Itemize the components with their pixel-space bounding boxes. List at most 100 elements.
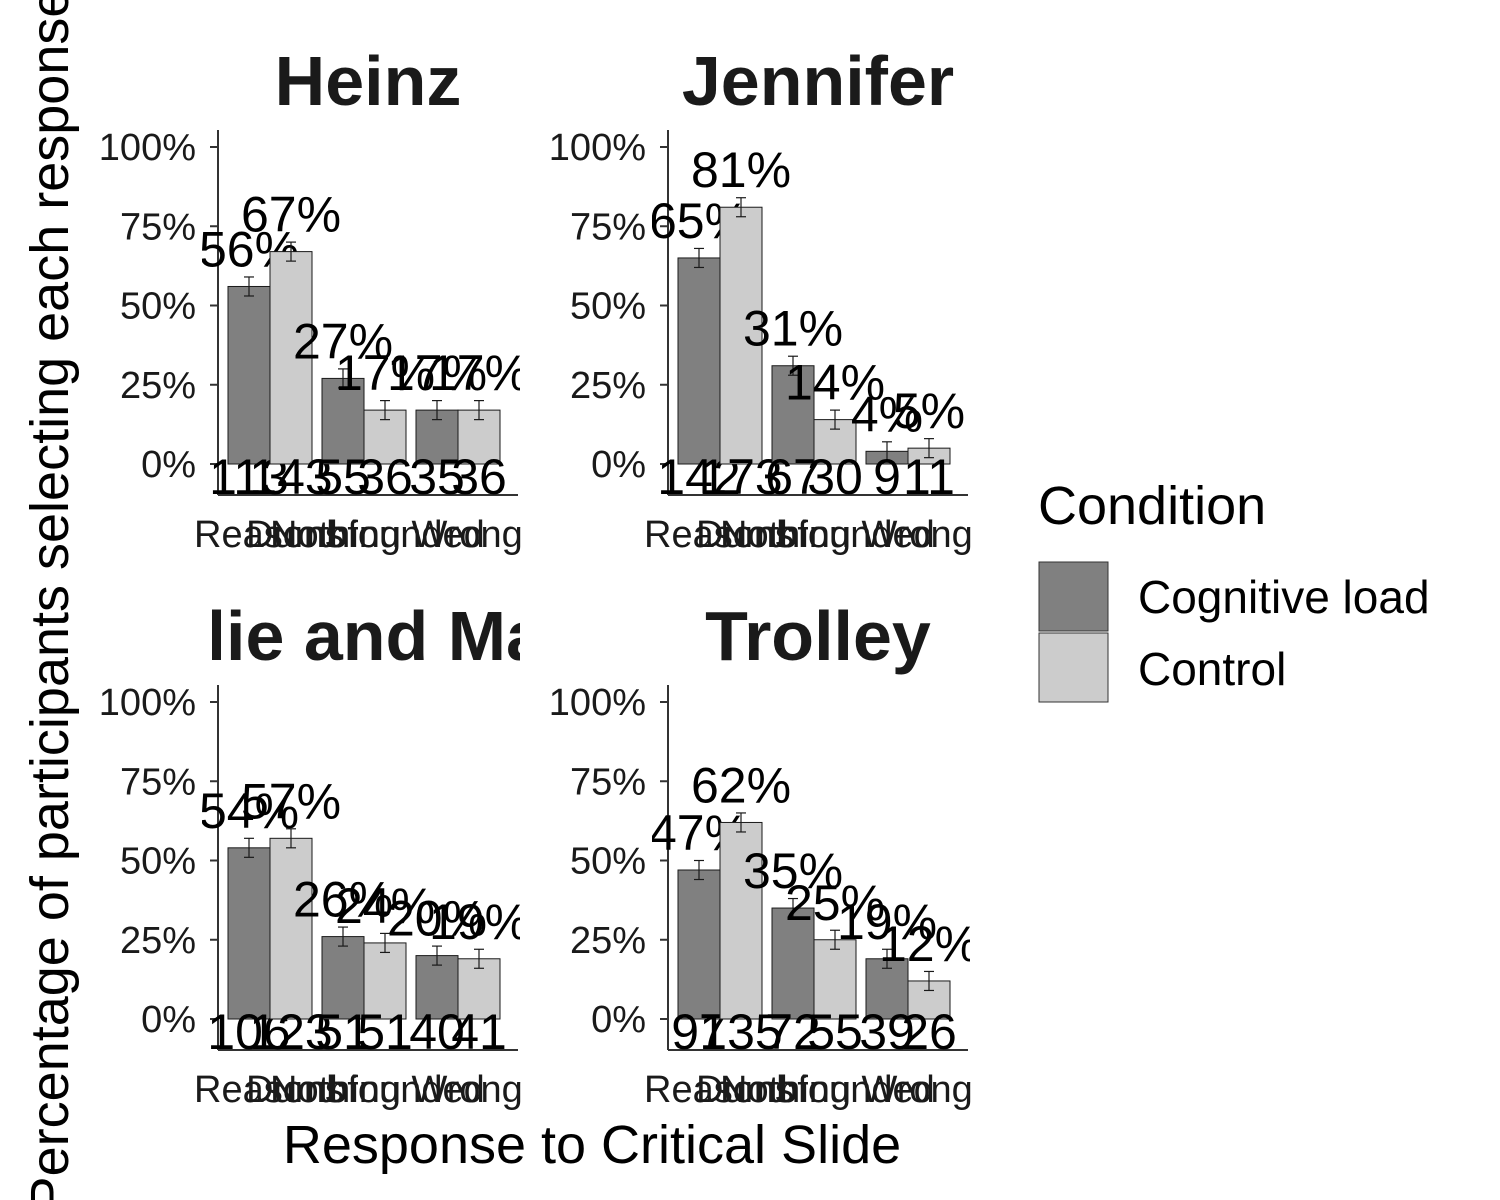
count-label: 35 — [409, 449, 465, 505]
percent-label: 20% — [387, 891, 487, 947]
count-label: 40 — [409, 1004, 465, 1060]
panel-title: Jennifer — [682, 42, 954, 120]
count-label: 9 — [873, 449, 901, 505]
legend-swatch-cognitive-load — [1038, 561, 1109, 632]
y-tick-label: 50% — [570, 841, 646, 883]
x-category-label: Nothing Wrong — [720, 1069, 973, 1111]
bar — [269, 837, 313, 1020]
percent-label: 17% — [335, 345, 435, 401]
panel-2: Julie and Mark0%25%50%75%100%54%10657%12… — [99, 597, 611, 1111]
panel-title: Julie and Mark — [125, 597, 611, 675]
y-tick-label: 50% — [570, 286, 646, 328]
count-label: 41 — [451, 1004, 507, 1060]
bar — [813, 939, 857, 1020]
y-tick-label: 0% — [591, 999, 646, 1041]
percent-label: 35% — [743, 843, 843, 899]
y-tick-label: 50% — [120, 841, 196, 883]
y-tick-label: 100% — [549, 127, 646, 169]
bar — [677, 257, 721, 465]
x-category-label: Reasons — [644, 1069, 794, 1111]
percent-label: 67% — [241, 187, 341, 243]
percent-label: 31% — [743, 301, 843, 357]
percent-label: 62% — [691, 757, 791, 813]
percent-label: 4% — [851, 386, 923, 442]
y-tick-label: 0% — [141, 444, 196, 486]
count-label: 51 — [315, 1004, 371, 1060]
x-category-label: Dumbfounded — [696, 514, 935, 556]
percent-label: 5% — [893, 383, 965, 439]
count-label: 67 — [765, 449, 821, 505]
chart-panels: Heinz0%25%50%75%100%56%11367%14327%5517%… — [99, 42, 979, 1111]
percent-label: 81% — [691, 142, 791, 198]
y-tick-label: 0% — [141, 999, 196, 1041]
legend-title: Condition — [1038, 476, 1266, 536]
percent-label: 12% — [879, 916, 979, 972]
bar — [719, 821, 763, 1020]
x-axis-title: Response to Critical Slide — [283, 1115, 901, 1175]
y-tick-label: 50% — [120, 286, 196, 328]
percent-label: 19% — [837, 894, 937, 950]
percent-label: 57% — [241, 773, 341, 829]
panel-title: Heinz — [275, 42, 462, 120]
y-tick-label: 75% — [120, 206, 196, 248]
percent-label: 14% — [785, 355, 885, 411]
count-label: 39 — [859, 1004, 915, 1060]
x-category-label: Nothing Wrong — [720, 514, 973, 556]
percent-label: 24% — [335, 878, 435, 934]
bar — [415, 955, 459, 1020]
bar — [719, 206, 763, 465]
bar — [363, 942, 407, 1020]
y-tick-label: 100% — [549, 682, 646, 724]
legend-swatch-control — [1038, 632, 1109, 703]
bar — [227, 847, 271, 1020]
percent-label: 27% — [293, 313, 393, 369]
count-label: 55 — [807, 1004, 863, 1060]
count-label: 55 — [315, 449, 371, 505]
panel-title: Trolley — [705, 597, 931, 675]
bar — [227, 285, 271, 465]
count-label: 51 — [357, 1004, 413, 1060]
bar — [321, 377, 365, 465]
count-label: 97 — [671, 1004, 727, 1060]
y-tick-label: 100% — [99, 127, 196, 169]
legend-label-control: Control — [1138, 643, 1286, 695]
x-category-label: Dumbfounded — [246, 1069, 485, 1111]
percent-label: 19% — [429, 894, 529, 950]
bar — [321, 936, 365, 1020]
percent-label: 25% — [785, 875, 885, 931]
bar — [269, 251, 313, 465]
count-label: 143 — [249, 449, 332, 505]
y-tick-label: 100% — [99, 682, 196, 724]
percent-label: 17% — [429, 345, 529, 401]
y-tick-label: 25% — [120, 365, 196, 407]
count-label: 11 — [903, 449, 955, 505]
count-label: 173 — [699, 449, 782, 505]
count-label: 123 — [249, 1004, 332, 1060]
y-axis-title: Percentage of participants selecting eac… — [20, 0, 80, 1200]
percent-label: 54% — [199, 783, 299, 839]
x-category-label: Nothing Wrong — [270, 1069, 523, 1111]
x-category-label: Reasons — [644, 514, 794, 556]
legend: Condition Cognitive load Control — [1038, 476, 1430, 703]
x-category-label: Dumbfounded — [696, 1069, 935, 1111]
bar — [677, 869, 721, 1020]
count-label: 30 — [807, 449, 863, 505]
x-category-label: Nothing Wrong — [270, 514, 523, 556]
panel-3: Trolley0%25%50%75%100%47%9762%13535%7225… — [549, 597, 979, 1111]
x-category-label: Reasons — [194, 514, 344, 556]
x-category-label: Reasons — [194, 1069, 344, 1111]
panel-0: Heinz0%25%50%75%100%56%11367%14327%5517%… — [99, 42, 529, 556]
count-label: 36 — [451, 449, 507, 505]
count-label: 36 — [357, 449, 413, 505]
percent-label: 26% — [293, 872, 393, 928]
y-tick-label: 25% — [570, 365, 646, 407]
count-label: 135 — [699, 1004, 782, 1060]
y-tick-label: 75% — [570, 206, 646, 248]
percent-label: 17% — [387, 345, 487, 401]
y-tick-label: 75% — [120, 761, 196, 803]
y-tick-label: 25% — [120, 920, 196, 962]
